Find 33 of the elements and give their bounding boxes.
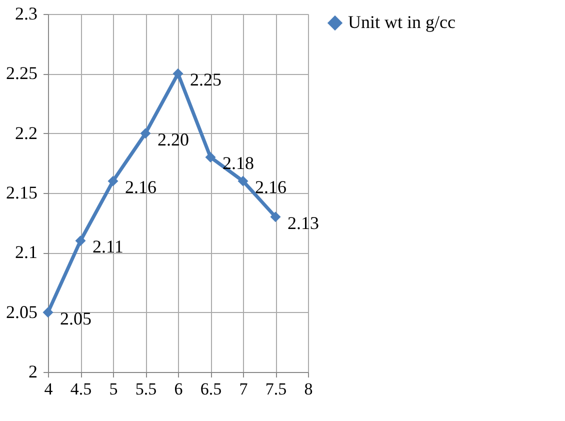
y-tick-label: 2.15 bbox=[6, 182, 38, 202]
data-label: 2.25 bbox=[190, 70, 222, 90]
data-label: 2.20 bbox=[158, 129, 189, 150]
x-tick-label: 4 bbox=[44, 380, 54, 398]
point bbox=[108, 176, 118, 186]
x-tick-label: 4.5 bbox=[70, 380, 92, 398]
data-label: 2.05 bbox=[60, 308, 92, 328]
y-tick-label: 2.25 bbox=[6, 63, 38, 84]
y-tick-label: 2.3 bbox=[15, 4, 38, 24]
y-tick-label: 2 bbox=[28, 362, 38, 382]
point bbox=[42, 307, 54, 318]
data-label: 2.16 bbox=[125, 177, 156, 198]
data-label: 2.13 bbox=[288, 212, 319, 233]
point bbox=[205, 152, 216, 162]
legend-label: Unit wt in g/cc bbox=[348, 12, 456, 32]
x-tick-label: 5 bbox=[109, 380, 118, 398]
data-label: 2.18 bbox=[222, 153, 254, 174]
point bbox=[140, 128, 151, 139]
y-tick-label: 2.1 bbox=[15, 242, 38, 262]
data-label: 2.16 bbox=[255, 177, 286, 198]
x-tick-label: 6 bbox=[174, 380, 183, 398]
y-tick-label: 2.2 bbox=[15, 122, 38, 143]
x-tick-label: 8 bbox=[304, 380, 313, 398]
x-tick-label: 7 bbox=[239, 380, 248, 398]
point bbox=[172, 68, 184, 79]
point bbox=[75, 235, 86, 246]
data-label: 2.11 bbox=[92, 236, 124, 257]
x-tick-label: 6.5 bbox=[200, 380, 222, 398]
y-tick-label: 2.05 bbox=[6, 302, 38, 322]
point bbox=[270, 212, 281, 222]
x-tick-label: 5.5 bbox=[135, 380, 157, 398]
point bbox=[238, 176, 248, 186]
x-tick-label: 7.5 bbox=[265, 380, 287, 398]
